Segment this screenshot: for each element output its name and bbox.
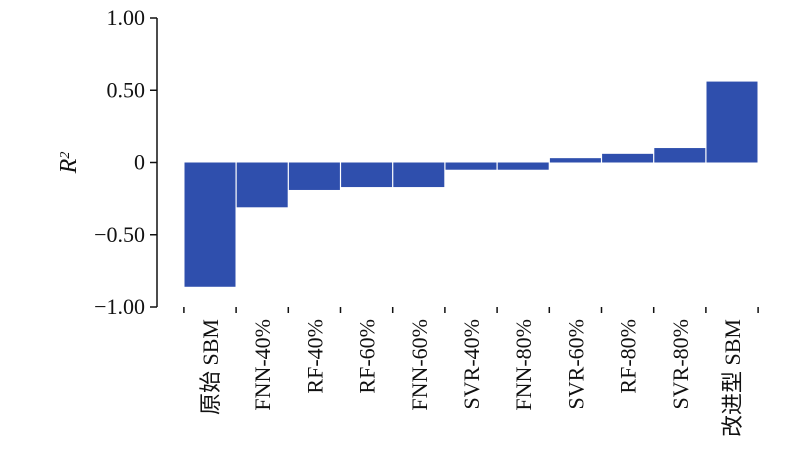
category-label: RF-60% — [355, 319, 380, 394]
bar — [706, 81, 758, 163]
bar — [236, 162, 288, 208]
category-label: 改进型 SBM — [720, 319, 745, 437]
category-label: 原始 SBM — [198, 319, 223, 415]
category-labels-group: 原始 SBM FNN-40% RF-40% RF-60% FNN-60% SVR-40% F… — [198, 319, 745, 437]
bar — [288, 162, 340, 190]
category-label: RF-40% — [302, 319, 327, 394]
bar — [393, 162, 445, 188]
bar — [184, 162, 236, 287]
category-label: FNN-40% — [250, 319, 275, 411]
bar — [445, 162, 497, 170]
category-label: SVR-80% — [668, 319, 693, 409]
y-tick-label: −0.50 — [94, 222, 145, 247]
bar — [602, 153, 654, 163]
y-tick-label: 0 — [134, 150, 145, 175]
bar — [654, 148, 706, 163]
category-label: SVR-40% — [459, 319, 484, 409]
y-tick-label: −1.00 — [94, 294, 145, 319]
bar — [341, 162, 393, 188]
y-axis-title: R2 — [56, 152, 82, 175]
y-axis-title-main: R — [56, 158, 82, 174]
bar — [549, 158, 601, 163]
x-ticks-group — [183, 307, 759, 313]
y-tick-label: 0.50 — [107, 77, 146, 102]
bar — [497, 162, 549, 170]
category-label: RF-80% — [616, 319, 641, 394]
y-axis-title-sup: 2 — [58, 152, 73, 159]
category-label: FNN-60% — [407, 319, 432, 411]
category-label: SVR-60% — [563, 319, 588, 409]
y-ticks-group: 1.00 0.50 0 −0.50 −1.00 — [94, 5, 157, 319]
bars-group — [184, 81, 758, 287]
category-label: FNN-80% — [511, 319, 536, 411]
y-tick-label: 1.00 — [107, 5, 146, 30]
